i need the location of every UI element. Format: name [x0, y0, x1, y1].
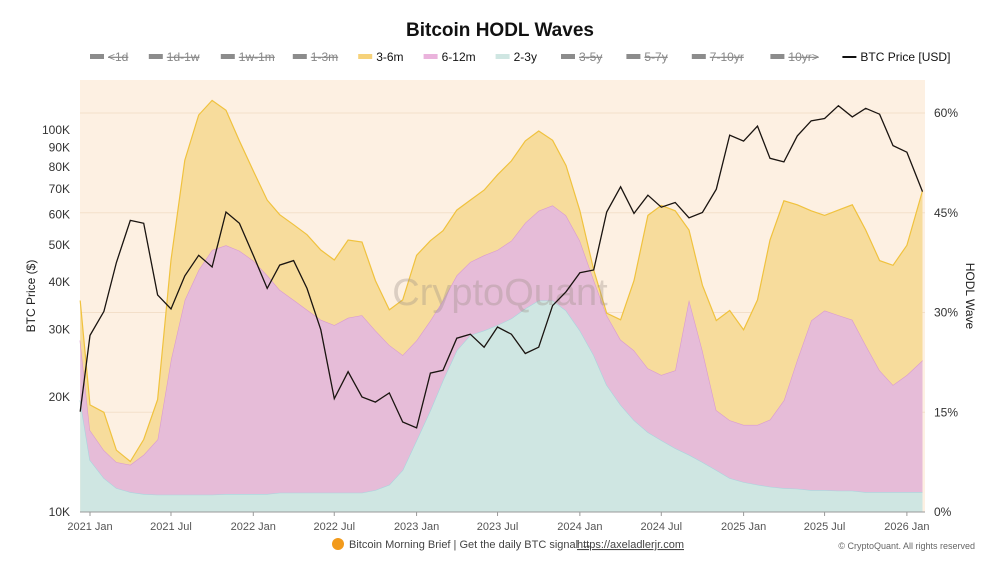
- legend-label: 7-10yr: [710, 50, 744, 64]
- legend-swatch: [495, 54, 510, 59]
- legend-label: 1-3m: [311, 50, 338, 64]
- x-tick-label: 2021 Jul: [150, 521, 192, 533]
- right-tick-label: 30%: [934, 306, 958, 320]
- x-tick-label: 2024 Jul: [640, 521, 682, 533]
- legend-item-11[interactable]: BTC Price [USD]: [842, 50, 950, 64]
- legend-swatch: [770, 54, 785, 59]
- legend-label: <1d: [108, 50, 128, 64]
- left-axis: 10K 20K 30K 40K 50K 60K 70K 80K 90K 100K: [42, 123, 70, 519]
- left-tick-label: 40K: [49, 275, 70, 289]
- legend-swatch: [358, 54, 373, 59]
- footer-brief-text: Bitcoin Morning Brief | Get the daily BT…: [349, 539, 592, 551]
- legend-swatch: [561, 54, 575, 59]
- legend-label: 3-5y: [579, 50, 602, 64]
- chart-title: Bitcoin HODL Waves: [406, 20, 594, 41]
- left-tick-label: 30K: [49, 323, 70, 337]
- right-tick-label: 45%: [934, 206, 958, 220]
- legend-swatch: [220, 54, 235, 59]
- legend-item-9[interactable]: 7-10yr: [691, 50, 744, 64]
- legend-item-0[interactable]: <1d: [90, 50, 128, 64]
- legend-label: BTC Price [USD]: [860, 50, 950, 64]
- left-axis-label: BTC Price ($): [24, 260, 38, 333]
- left-tick-label: 80K: [49, 160, 70, 174]
- right-tick-label: 0%: [934, 505, 952, 519]
- right-tick-label: 60%: [934, 106, 958, 120]
- legend-label: 5-7y: [644, 50, 667, 64]
- area-6-12m: [80, 205, 923, 495]
- legend-item-3[interactable]: 1-3m: [292, 50, 338, 64]
- x-tick-label: 2021 Jan: [67, 521, 112, 533]
- x-tick-label: 2024 Jan: [557, 521, 602, 533]
- btc-price-line: [79, 104, 924, 429]
- x-tick-label: 2025 Jan: [721, 521, 766, 533]
- right-tick-label: 15%: [934, 405, 958, 419]
- left-tick-label: 50K: [49, 238, 70, 252]
- area-2-3y: [80, 300, 923, 512]
- left-tick-label: 70K: [49, 182, 70, 196]
- x-tick-label: 2025 Jul: [804, 521, 846, 533]
- legend-item-1[interactable]: 1d-1w: [148, 50, 200, 64]
- legend-swatch: [292, 54, 307, 59]
- legend-swatch: [90, 54, 104, 59]
- right-axis-label: HODL Wave: [963, 263, 977, 330]
- x-tick-label: 2023 Jul: [477, 521, 519, 533]
- legend-swatch: [691, 54, 706, 59]
- x-tick-label: 2022 Jul: [313, 521, 355, 533]
- legend-label: 1d-1w: [167, 50, 200, 64]
- legend-swatch: [626, 54, 641, 59]
- left-tick-label: 90K: [49, 140, 70, 154]
- legend-item-5[interactable]: 6-12m: [423, 50, 476, 64]
- area-3-6m: [80, 100, 923, 465]
- legend-swatch: [423, 54, 438, 59]
- x-tick-label: 2023 Jan: [394, 521, 439, 533]
- legend-item-6[interactable]: 2-3y: [495, 50, 537, 64]
- legend-line-swatch: [842, 56, 857, 58]
- legend-label: 6-12m: [442, 50, 476, 64]
- legend-label: 1w-1m: [239, 50, 275, 64]
- legend-item-2[interactable]: 1w-1m: [220, 50, 275, 64]
- legend-label: 2-3y: [514, 50, 537, 64]
- legend-label: 10yr>: [788, 50, 818, 64]
- legend: <1d 1d-1w 1w-1m 1-3m 3-6m 6-12m 2-3y 3-5y 5-7y 7-…: [90, 50, 950, 64]
- legend-item-8[interactable]: 5-7y: [626, 50, 668, 64]
- x-tick-label: 2026 Jan: [884, 521, 929, 533]
- legend-item-7[interactable]: 3-5y: [561, 50, 602, 64]
- right-axis: 0% 15% 30% 45% 60%: [934, 106, 958, 519]
- x-axis: 2021 Jan 2021 Jul 2022 Jan 2022 Jul 2023 Jan…: [67, 511, 930, 533]
- left-tick-label: 100K: [42, 123, 70, 137]
- legend-label: 3-6m: [376, 50, 403, 64]
- left-tick-label: 10K: [49, 505, 70, 519]
- area-edge-3-6m: [79, 99, 924, 463]
- legend-item-10[interactable]: 10yr>: [770, 50, 819, 64]
- left-tick-label: 60K: [49, 208, 70, 222]
- copyright: © CryptoQuant. All rights reserved: [838, 541, 975, 551]
- left-tick-label: 20K: [49, 390, 70, 404]
- orange-coin-icon: [332, 538, 344, 550]
- footer-link[interactable]: https://axeladlerjr.com: [577, 539, 684, 551]
- watermark: CryptoQuant: [392, 272, 608, 314]
- price-line-group: [79, 104, 924, 429]
- legend-swatch: [148, 54, 163, 59]
- x-tick-label: 2022 Jan: [231, 521, 276, 533]
- legend-item-4[interactable]: 3-6m: [358, 50, 404, 64]
